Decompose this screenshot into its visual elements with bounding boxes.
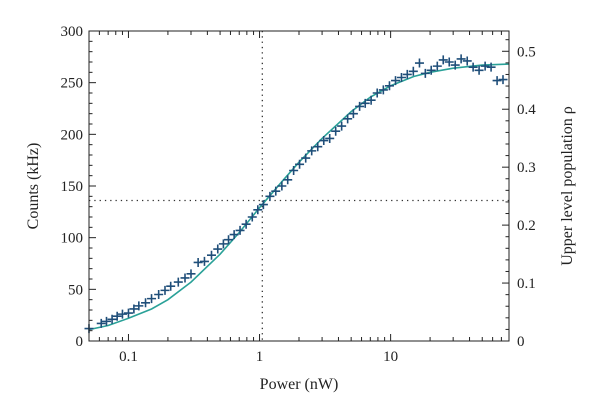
data-point-25 <box>241 219 251 229</box>
x-tick-label: 1 <box>256 349 264 365</box>
data-point-67 <box>492 76 502 86</box>
data-point-1 <box>96 318 106 328</box>
y-tick-label: 250 <box>61 76 84 92</box>
x-tick-label: 10 <box>383 349 398 365</box>
data-point-39 <box>325 133 335 143</box>
data-markers <box>84 54 508 334</box>
data-point-8 <box>134 301 144 311</box>
y2-axis-label: Upper level population ρ <box>559 106 576 266</box>
y-tick-label: 300 <box>61 24 84 40</box>
data-point-26 <box>247 212 257 222</box>
data-point-21 <box>218 239 228 249</box>
fit-curve-layer <box>88 63 510 331</box>
data-point-5 <box>117 309 127 319</box>
data-point-6 <box>123 308 133 318</box>
data-point-14 <box>173 277 183 287</box>
fit-curve <box>88 63 510 331</box>
data-point-10 <box>147 294 157 304</box>
data-point-24 <box>235 225 245 235</box>
data-point-23 <box>229 230 239 240</box>
data-point-35 <box>301 153 311 163</box>
data-point-64 <box>474 65 484 75</box>
data-point-38 <box>319 136 329 146</box>
data-point-45 <box>360 98 370 108</box>
data-point-59 <box>444 57 454 67</box>
data-point-18 <box>199 256 209 266</box>
y2-tick-label: 0.1 <box>517 276 536 292</box>
data-point-58 <box>438 55 448 65</box>
data-point-47 <box>372 88 382 98</box>
data-point-48 <box>378 85 388 95</box>
data-point-43 <box>348 109 358 119</box>
data-point-34 <box>295 159 305 169</box>
guide-lines <box>89 31 509 341</box>
data-point-17 <box>193 257 203 267</box>
data-point-42 <box>343 114 353 124</box>
data-point-4 <box>112 311 122 321</box>
data-point-52 <box>402 69 412 79</box>
y2-tick-label: 0.3 <box>517 160 536 176</box>
data-point-20 <box>213 244 223 254</box>
data-point-66 <box>486 62 496 72</box>
data-point-54 <box>414 58 424 68</box>
data-point-15 <box>180 273 190 283</box>
data-point-55 <box>420 68 430 78</box>
x-axis-label: Power (nW) <box>260 376 339 393</box>
data-point-49 <box>384 81 394 91</box>
data-point-61 <box>456 54 466 64</box>
data-point-2 <box>102 316 112 326</box>
data-point-46 <box>366 95 376 105</box>
y-tick-label: 0 <box>76 334 84 350</box>
data-point-68 <box>498 75 508 85</box>
data-point-50 <box>391 76 401 86</box>
data-point-19 <box>206 250 216 260</box>
data-point-27 <box>253 205 263 215</box>
data-point-31 <box>277 181 287 191</box>
data-point-41 <box>337 121 347 131</box>
data-point-30 <box>271 186 281 196</box>
y2-tick-label: 0.4 <box>517 102 536 118</box>
data-point-22 <box>224 235 234 245</box>
data-point-56 <box>426 65 436 75</box>
y-tick-label: 50 <box>68 282 83 298</box>
y-tick-label: 150 <box>61 179 84 195</box>
data-point-28 <box>258 200 268 210</box>
y-tick-label: 100 <box>61 231 84 247</box>
data-point-32 <box>283 175 293 185</box>
y2-tick-label: 0 <box>517 334 525 350</box>
data-point-3 <box>107 314 117 324</box>
data-point-13 <box>166 281 176 291</box>
data-point-40 <box>331 126 341 136</box>
y2-tick-label: 0.2 <box>517 218 536 234</box>
data-point-57 <box>432 61 442 71</box>
data-point-7 <box>129 304 139 314</box>
y2-tick-label: 0.5 <box>517 44 536 60</box>
data-point-11 <box>154 290 164 299</box>
x-tick-label: 0.1 <box>119 349 138 365</box>
data-point-12 <box>160 285 170 295</box>
data-point-44 <box>355 101 365 111</box>
data-point-65 <box>480 61 490 71</box>
y-axis-label: Counts (kHz) <box>25 143 42 230</box>
data-point-33 <box>289 166 299 175</box>
data-point-29 <box>265 191 275 201</box>
y-tick-label: 200 <box>61 127 84 143</box>
data-point-51 <box>396 73 406 82</box>
axis-ticks <box>88 30 510 342</box>
data-point-62 <box>462 56 472 66</box>
data-point-36 <box>307 146 317 156</box>
data-point-60 <box>450 60 460 70</box>
data-point-63 <box>468 62 478 72</box>
data-point-9 <box>141 298 151 308</box>
data-point-37 <box>313 142 323 152</box>
data-point-16 <box>186 269 196 279</box>
data-point-53 <box>408 66 418 76</box>
